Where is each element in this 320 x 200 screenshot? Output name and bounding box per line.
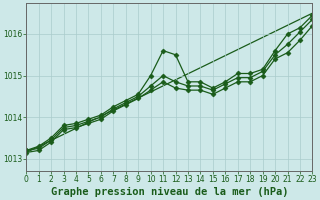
- X-axis label: Graphe pression niveau de la mer (hPa): Graphe pression niveau de la mer (hPa): [51, 187, 288, 197]
